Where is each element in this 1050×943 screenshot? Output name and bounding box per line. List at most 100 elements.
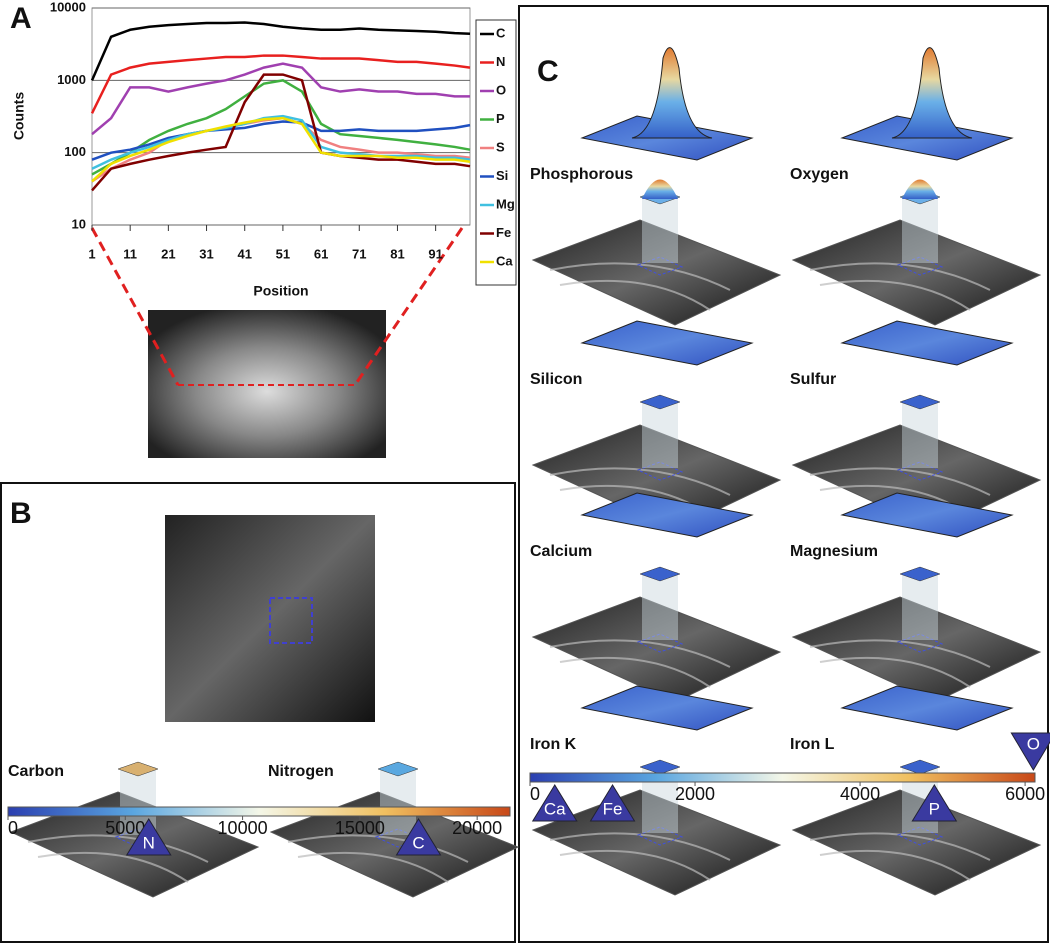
- map-features: [27, 834, 209, 883]
- x-tick-label: 21: [161, 246, 175, 261]
- surface: [639, 394, 681, 410]
- surface: [117, 761, 159, 777]
- y-tick-label: 100: [64, 144, 86, 159]
- marker: [911, 784, 958, 822]
- roi: [896, 633, 944, 653]
- surface: [840, 320, 1014, 366]
- map-label: Phosphorous: [530, 166, 633, 183]
- surface: [642, 179, 678, 199]
- marker: [395, 818, 442, 856]
- surface: [631, 47, 713, 139]
- legend-label: C: [496, 25, 506, 40]
- map-features: [287, 834, 469, 883]
- panel-label: B: [10, 497, 32, 530]
- roi: [269, 597, 313, 644]
- x-tick-label: 5000: [105, 818, 145, 838]
- map-label: Silicon: [530, 371, 582, 388]
- map-plane: [791, 596, 1042, 703]
- marker: [125, 818, 172, 856]
- column: [642, 400, 678, 468]
- map-features: [809, 832, 991, 881]
- marker-label: C: [412, 833, 424, 852]
- panel-label: C: [537, 55, 559, 88]
- map-features: [549, 262, 731, 311]
- roi: [636, 461, 684, 481]
- marker: [589, 784, 636, 822]
- map-plane: [269, 791, 520, 898]
- roi: [896, 826, 944, 846]
- map-label: Magnesium: [790, 543, 878, 560]
- roi: [636, 256, 684, 276]
- colorbar: [529, 772, 1036, 783]
- x-tick-label: 81: [390, 246, 404, 261]
- column: [380, 767, 416, 835]
- panel-b-frame: [0, 482, 516, 943]
- legend-label: Mg: [496, 196, 515, 211]
- x-tick-label: 11: [123, 246, 137, 261]
- x-tick-label: 0: [530, 784, 540, 804]
- roi: [636, 826, 684, 846]
- surface: [377, 761, 419, 777]
- line: [91, 114, 471, 170]
- x-tick-label: 20000: [452, 818, 502, 838]
- map-label: Calcium: [530, 543, 592, 560]
- map-label: Oxygen: [790, 166, 849, 183]
- map-features: [549, 832, 731, 881]
- x-tick-label: 0: [8, 818, 18, 838]
- x-tick-label: 10000: [218, 818, 268, 838]
- zoom-line: [90, 227, 180, 386]
- map-label: Carbon: [8, 763, 64, 780]
- surface: [902, 179, 938, 199]
- marker-label: N: [143, 833, 155, 852]
- surface: [639, 759, 681, 775]
- line: [90, 21, 471, 81]
- line: [91, 62, 470, 136]
- line: [90, 54, 471, 114]
- map-plane: [791, 789, 1042, 896]
- marker-label: Fe: [603, 799, 623, 818]
- surface: [580, 320, 754, 366]
- column: [902, 572, 938, 640]
- y-tick-label: 10000: [50, 0, 86, 14]
- x-axis-label: Position: [253, 283, 308, 299]
- x-tick-label: 2000: [675, 784, 715, 804]
- x-tick-label: 71: [352, 246, 366, 261]
- map-plane: [531, 219, 782, 326]
- x-tick-label: 4000: [840, 784, 880, 804]
- map-label: Iron K: [530, 736, 577, 753]
- legend-label: S: [496, 139, 505, 154]
- roi: [896, 461, 944, 481]
- x-tick-label: 6000: [1005, 784, 1045, 804]
- marker: [531, 784, 578, 822]
- line: [91, 79, 471, 176]
- line: [91, 116, 471, 183]
- legend-label: O: [496, 82, 506, 97]
- line: [91, 73, 471, 192]
- surface: [899, 566, 941, 582]
- legend: [475, 19, 517, 286]
- marker-label: P: [929, 799, 940, 818]
- marker: [1010, 732, 1050, 771]
- map-features: [549, 639, 731, 688]
- micrograph: [148, 310, 386, 458]
- surface: [580, 685, 754, 731]
- y-tick-label: 1000: [57, 72, 86, 87]
- map-label: Iron L: [790, 736, 835, 753]
- y-axis-label: Counts: [11, 92, 27, 140]
- map-label: Sulfur: [790, 371, 836, 388]
- panel-c-frame: [518, 5, 1049, 943]
- map-features: [809, 639, 991, 688]
- surface: [580, 492, 754, 538]
- map-label: Nitrogen: [268, 763, 334, 780]
- roi: [896, 256, 944, 276]
- x-tick-label: 41: [237, 246, 251, 261]
- surface: [891, 47, 973, 139]
- column: [902, 400, 938, 468]
- x-tick-label: 15000: [335, 818, 385, 838]
- x-tick-label: 31: [199, 246, 213, 261]
- surface: [899, 759, 941, 775]
- legend-label: Ca: [496, 253, 513, 268]
- surface: [899, 394, 941, 410]
- column: [642, 195, 678, 263]
- column: [902, 195, 938, 263]
